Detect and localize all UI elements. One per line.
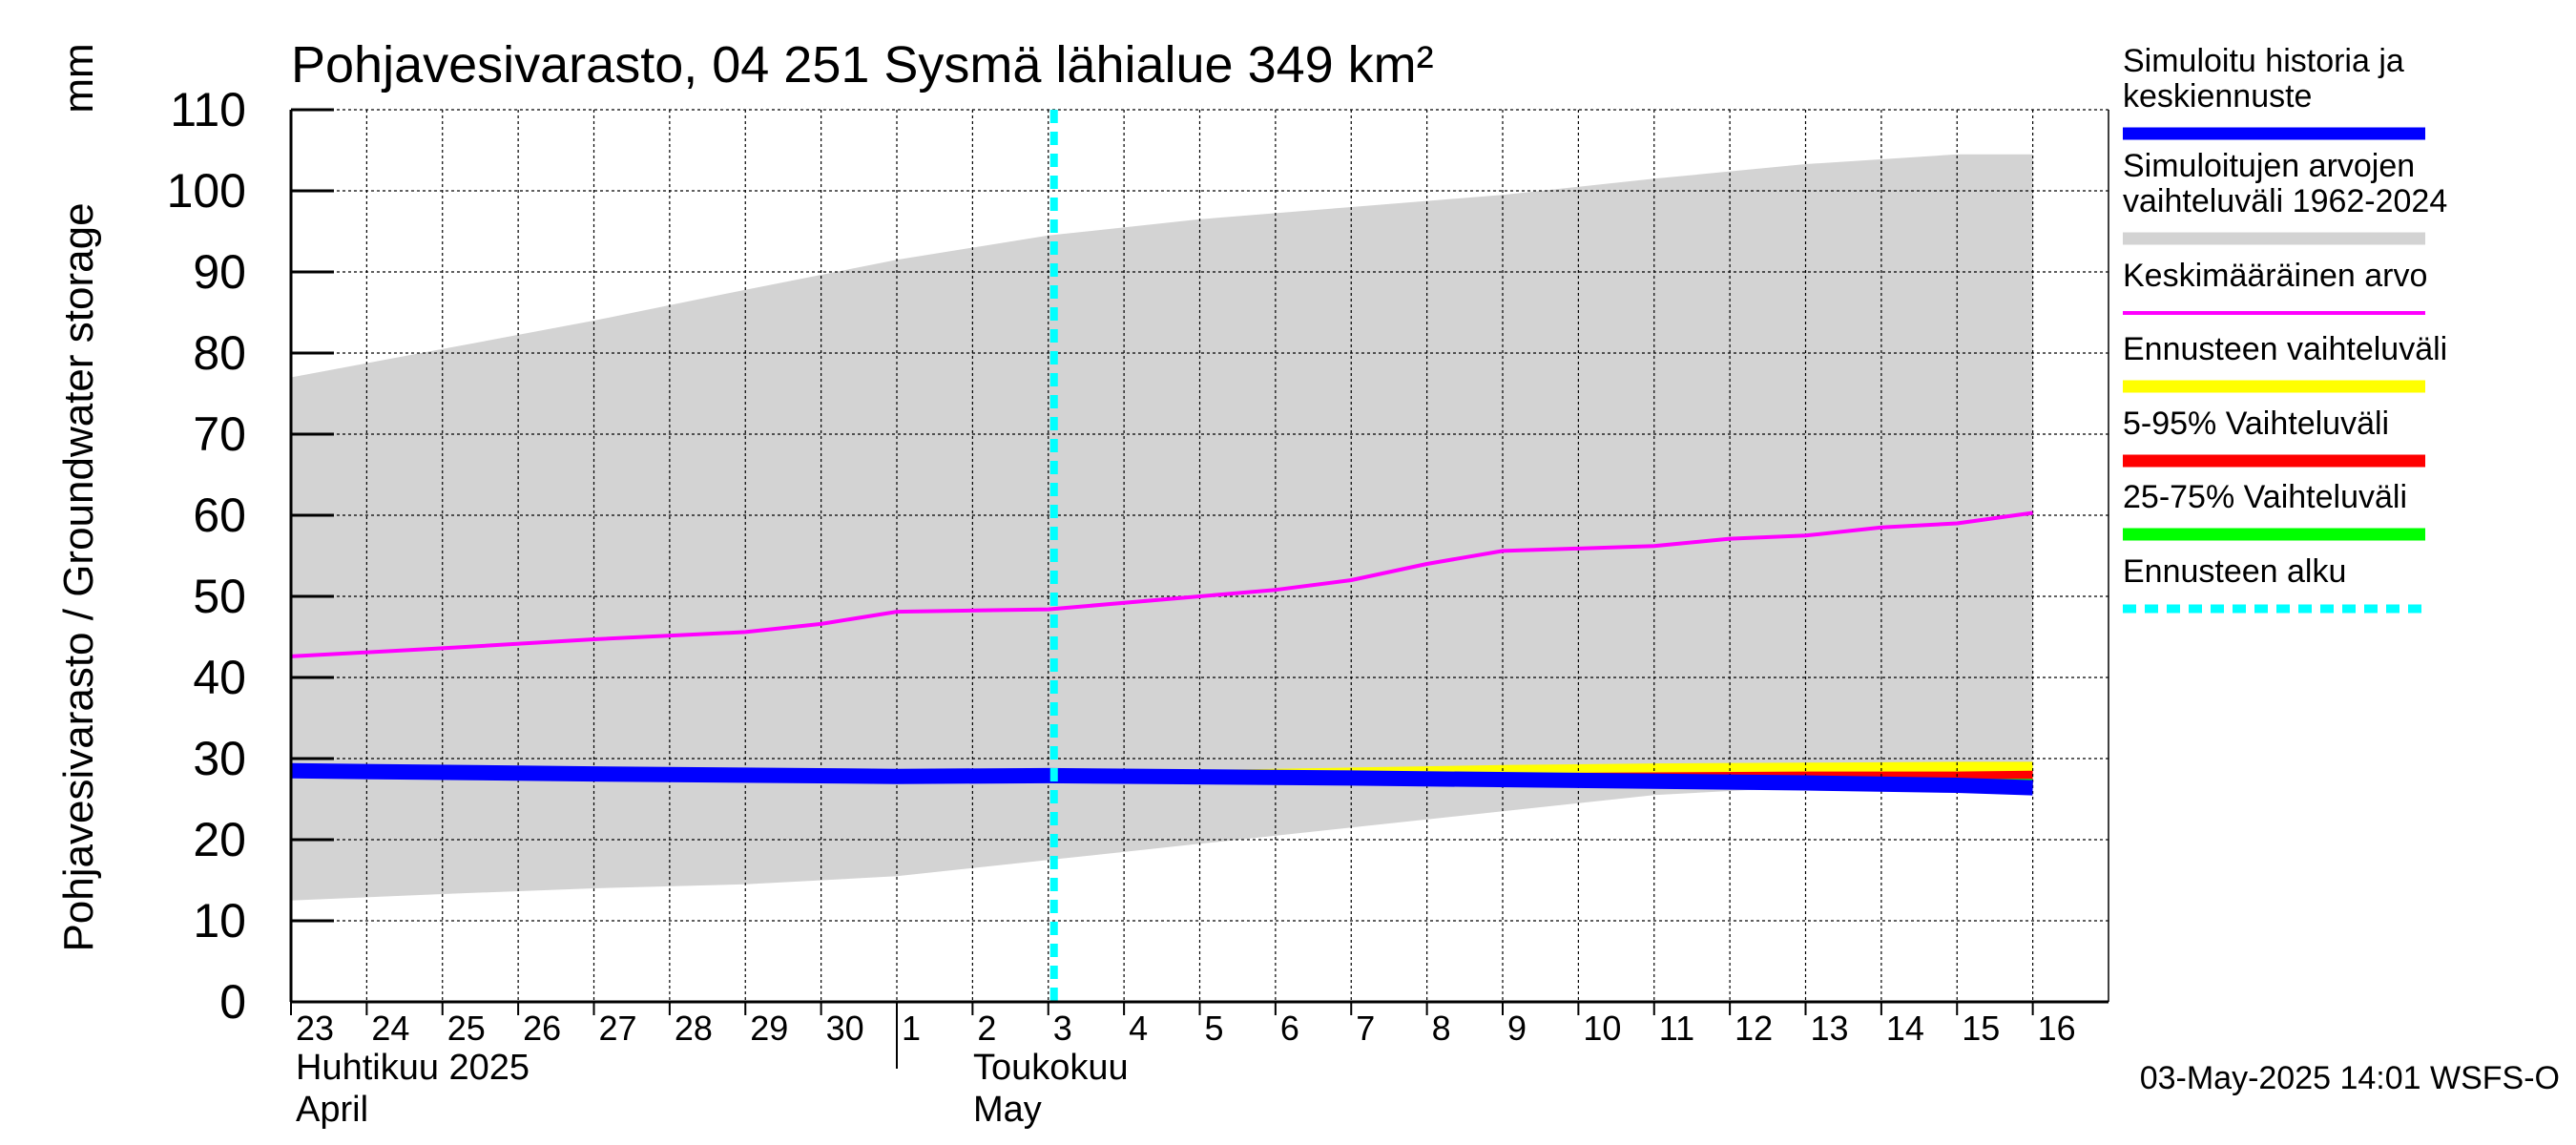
x-tick-label: 10 xyxy=(1583,1009,1621,1048)
x-tick-label: 16 xyxy=(2038,1009,2076,1048)
band-simuloitujen-arvojen-vaihteluv-li-1962-2024 xyxy=(291,154,2033,901)
x-tick-label: 8 xyxy=(1432,1009,1451,1048)
legend-label: 25-75% Vaihteluväli xyxy=(2123,479,2407,515)
x-tick-label: 14 xyxy=(1886,1009,1924,1048)
y-tick-label: 0 xyxy=(219,975,246,1029)
x-tick-label: 23 xyxy=(296,1009,334,1048)
legend-label: Simuloitujen arvojen vaihteluväli 1962-20… xyxy=(2123,148,2447,219)
x-tick-label: 2 xyxy=(977,1009,996,1048)
x-tick-label: 13 xyxy=(1811,1009,1849,1048)
y-axis-label: Pohjavesivarasto / Groundwater storage xyxy=(55,202,102,951)
legend-label: 5-95% Vaihteluväli xyxy=(2123,406,2389,442)
y-tick-label: 40 xyxy=(193,651,246,704)
y-tick-label: 20 xyxy=(193,813,246,866)
x-tick-label: 1 xyxy=(902,1009,921,1048)
month-label-en: April xyxy=(296,1090,368,1130)
x-tick-label: 24 xyxy=(371,1009,409,1048)
y-tick-label: 100 xyxy=(167,164,246,218)
y-tick-label: 10 xyxy=(193,894,246,947)
x-tick-label: 5 xyxy=(1205,1009,1224,1048)
y-axis-unit: mm xyxy=(55,43,102,113)
legend-label: Keskimääräinen arvo xyxy=(2123,258,2427,294)
legend: Simuloitu historia ja keskiennuste Simuloi… xyxy=(2123,43,2447,614)
x-tick-label: 29 xyxy=(750,1009,788,1048)
legend-label: Ennusteen vaihteluväli xyxy=(2123,331,2447,367)
x-tick-label: 27 xyxy=(599,1009,637,1048)
x-tick-label: 11 xyxy=(1659,1009,1694,1048)
y-tick-label: 50 xyxy=(193,570,246,623)
y-tick-label: 60 xyxy=(193,489,246,542)
y-tick-label: 110 xyxy=(170,83,246,136)
line-layer xyxy=(290,110,2033,1002)
line-keskim-r-inen-arvo xyxy=(290,510,2033,658)
footer-timestamp: 03-May-2025 14:01 WSFS-O xyxy=(2140,1060,2560,1096)
y-tick-label: 80 xyxy=(193,326,246,380)
month-label-fi: Toukokuu xyxy=(973,1048,1129,1088)
x-tick-label: 28 xyxy=(675,1009,713,1048)
y-tick-label: 30 xyxy=(193,732,246,785)
x-tick-label: 12 xyxy=(1735,1009,1773,1048)
x-tick-label: 3 xyxy=(1053,1009,1072,1048)
x-tick-label: 6 xyxy=(1280,1009,1299,1048)
x-tick-label: 30 xyxy=(826,1009,864,1048)
chart-title: Pohjavesivarasto, 04 251 Sysmä lähialue … xyxy=(291,36,1434,94)
x-tick-label: 4 xyxy=(1129,1009,1148,1048)
line-simuloitu-historia-ja-keskiennuste xyxy=(290,762,2033,796)
x-tick-label: 9 xyxy=(1507,1009,1527,1048)
x-tick-label: 7 xyxy=(1356,1009,1375,1048)
x-tick-label: 26 xyxy=(523,1009,561,1048)
x-tick-label: 25 xyxy=(447,1009,486,1048)
legend-label: Ennusteen alku xyxy=(2123,553,2346,590)
y-tick-label: 90 xyxy=(193,245,246,299)
month-label-en: May xyxy=(973,1090,1042,1130)
month-label-fi: Huhtikuu 2025 xyxy=(296,1048,530,1088)
y-tick-label: 70 xyxy=(193,407,246,461)
legend-label: Simuloitu historia ja keskiennuste xyxy=(2123,43,2404,114)
x-tick-label: 15 xyxy=(1962,1009,2000,1048)
